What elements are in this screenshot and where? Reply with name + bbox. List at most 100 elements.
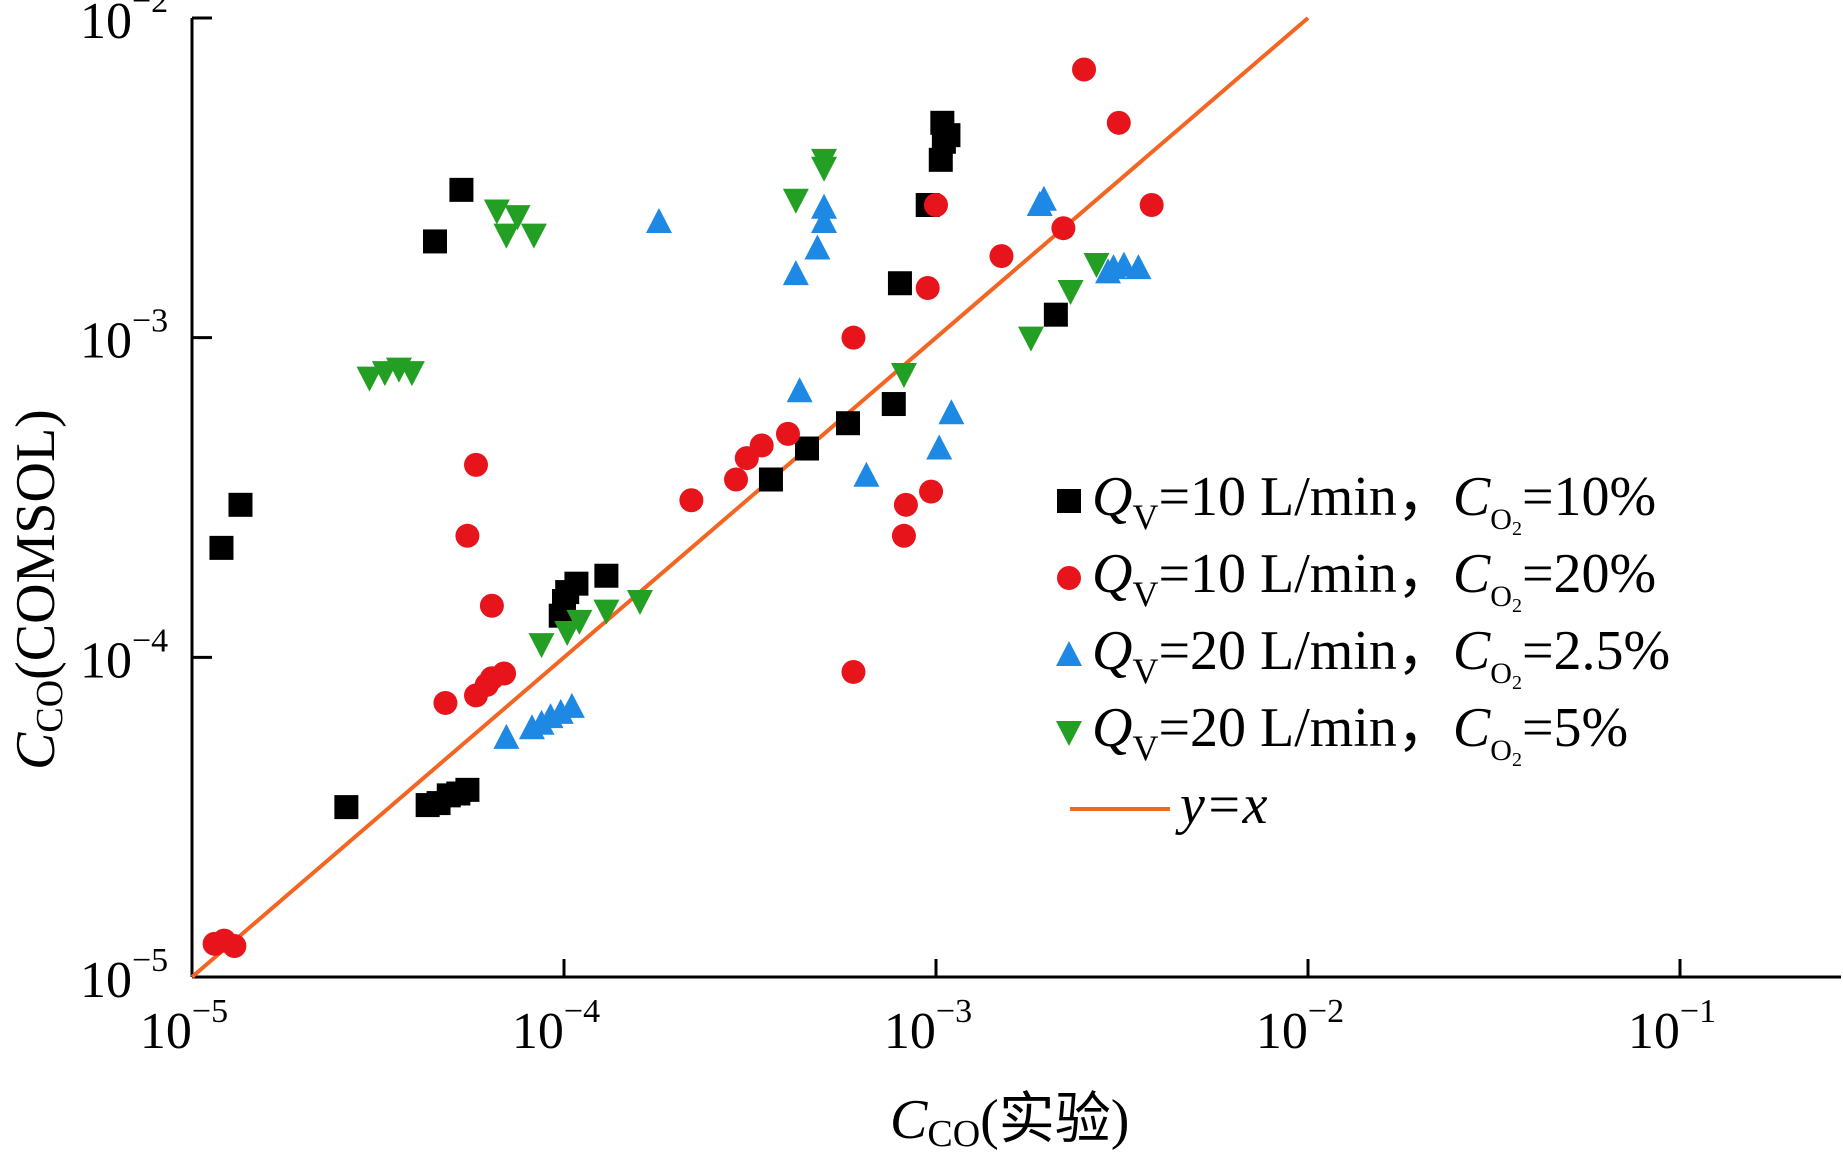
legend-q-sub: V bbox=[1132, 497, 1158, 537]
x-tick-exponent: −3 bbox=[936, 993, 972, 1030]
data-point-square bbox=[334, 795, 359, 820]
data-point-triangle-down bbox=[626, 590, 653, 616]
x-tick-exponent: −2 bbox=[1308, 993, 1344, 1030]
data-point-square bbox=[930, 110, 955, 135]
x-tick-exponent: −4 bbox=[564, 993, 600, 1030]
x-tick-base: 10 bbox=[1256, 1003, 1308, 1060]
legend-marker-square bbox=[1057, 489, 1081, 513]
x-tick-base: 10 bbox=[140, 1003, 192, 1060]
data-point-square bbox=[835, 411, 860, 436]
data-point-triangle-down bbox=[1017, 326, 1044, 352]
x-tick-label: 10−2 bbox=[1256, 993, 1344, 1060]
data-point-circle bbox=[841, 659, 866, 684]
data-point-circle bbox=[222, 934, 247, 959]
y-tick-label: 10−3 bbox=[80, 303, 168, 370]
axis-titles: CCO(实验) CCO(COMSOL) bbox=[5, 409, 1129, 1155]
y-tick-base: 10 bbox=[80, 313, 132, 370]
data-point-triangle-up bbox=[811, 208, 838, 234]
legend-q: Q bbox=[1092, 466, 1132, 528]
data-point-circle bbox=[463, 452, 488, 477]
y-tick-label: 10−2 bbox=[80, 0, 168, 50]
x-axis-title: CCO(实验) bbox=[890, 1089, 1129, 1153]
legend: QV=10 L/min，CO2=10%QV=10 L/min，CO2=20%QV… bbox=[1056, 466, 1670, 836]
data-point-triangle-down bbox=[782, 188, 809, 214]
data-point-circle bbox=[1139, 193, 1164, 218]
data-point-triangle-down bbox=[520, 223, 547, 249]
series-2 bbox=[202, 57, 1164, 959]
legend-item-4: QV=20 L/min，CO2=5% bbox=[1056, 697, 1628, 771]
y-tick-exponent: −5 bbox=[132, 942, 168, 979]
legend-item-3: QV=20 L/min，CO2=2.5% bbox=[1056, 620, 1670, 694]
legend-label: QV=10 L/min，CO2=20% bbox=[1092, 543, 1656, 617]
legend-mid: =10 L/min， bbox=[1158, 466, 1452, 528]
data-point-triangle-up bbox=[645, 208, 672, 234]
y-axis-title-suffix: (COMSOL) bbox=[5, 409, 67, 680]
y-axis-title-sub: CO bbox=[29, 680, 71, 733]
data-point-triangle-up bbox=[1030, 185, 1057, 211]
data-point-triangle-down bbox=[1057, 279, 1084, 305]
reference-line-y-equals-x bbox=[190, 16, 1310, 979]
legend-label: QV=20 L/min，CO2=5% bbox=[1092, 697, 1628, 771]
data-point-triangle-down bbox=[528, 633, 555, 659]
x-axis-title-suffix: (实验) bbox=[980, 1089, 1129, 1151]
legend-c-sub2: 2 bbox=[1512, 672, 1522, 694]
reference-line-group bbox=[190, 16, 1310, 979]
y-tick-base: 10 bbox=[80, 0, 132, 50]
x-tick-label: 10−3 bbox=[884, 993, 972, 1060]
data-point-triangle-up bbox=[786, 377, 813, 403]
data-point-circle bbox=[433, 690, 458, 715]
data-point-triangle-down bbox=[811, 148, 838, 174]
legend-marker-circle bbox=[1057, 566, 1081, 590]
legend-c-sub: O bbox=[1490, 580, 1512, 613]
y-tick-exponent: −2 bbox=[132, 0, 168, 20]
data-point-triangle-up bbox=[558, 692, 585, 718]
legend-c-sub2: 2 bbox=[1512, 518, 1522, 540]
y-axis-title: CCO(COMSOL) bbox=[5, 409, 71, 770]
data-point-circle bbox=[724, 467, 749, 492]
legend-c-sub: O bbox=[1490, 657, 1512, 690]
data-point-circle bbox=[1072, 57, 1097, 82]
data-point-triangle-up bbox=[804, 234, 831, 260]
y-tick-base: 10 bbox=[80, 632, 132, 689]
data-point-circle bbox=[891, 523, 916, 548]
data-point-square bbox=[758, 467, 783, 492]
data-point-triangle-up bbox=[926, 434, 953, 460]
data-point-square bbox=[209, 535, 234, 560]
legend-label: QV=20 L/min，CO2=2.5% bbox=[1092, 620, 1670, 694]
legend-marker-triangle-down bbox=[1056, 721, 1082, 746]
data-point-triangle-down bbox=[493, 223, 520, 249]
data-point-circle bbox=[893, 492, 918, 517]
data-point-square bbox=[422, 229, 447, 254]
data-point-circle bbox=[924, 193, 948, 218]
data-point-triangle-down bbox=[356, 366, 383, 392]
legend-item-2: QV=10 L/min，CO2=20% bbox=[1057, 543, 1656, 617]
x-tick-label: 10−1 bbox=[1628, 993, 1716, 1060]
legend-label: QV=10 L/min，CO2=10% bbox=[1092, 466, 1656, 540]
data-point-triangle-down bbox=[593, 599, 620, 625]
data-point-circle bbox=[915, 276, 940, 301]
legend-mid: =10 L/min， bbox=[1158, 543, 1452, 605]
series-3 bbox=[493, 185, 1152, 749]
data-point-square bbox=[449, 177, 474, 202]
legend-c-sub: O bbox=[1490, 503, 1512, 536]
data-point-circle bbox=[919, 479, 944, 504]
y-tick-label: 10−4 bbox=[80, 622, 168, 689]
legend-tail: =20% bbox=[1522, 543, 1656, 605]
data-point-square bbox=[228, 492, 253, 517]
legend-q-sub: V bbox=[1132, 728, 1158, 768]
data-point-circle bbox=[749, 433, 774, 458]
data-point-circle bbox=[679, 488, 704, 513]
legend-q-sub: V bbox=[1132, 574, 1158, 614]
axes bbox=[190, 18, 1841, 979]
legend-tail: =10% bbox=[1522, 466, 1656, 528]
legend-c: C bbox=[1453, 620, 1491, 682]
legend-q: Q bbox=[1092, 697, 1132, 759]
ticks: 10−5 10−4 10−3 10−2 10−110−510−410−310−2 bbox=[80, 0, 1716, 1060]
series-1 bbox=[209, 110, 1068, 820]
x-tick-base: 10 bbox=[1628, 1003, 1680, 1060]
data-point-circle bbox=[989, 244, 1014, 269]
legend-c: C bbox=[1453, 697, 1491, 759]
data-point-circle bbox=[1106, 110, 1131, 135]
